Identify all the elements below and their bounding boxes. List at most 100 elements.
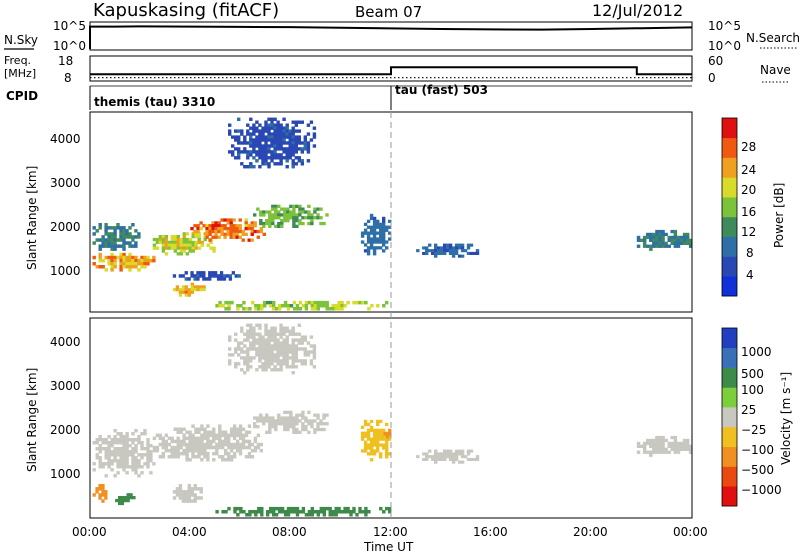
- velocity-cell: [224, 433, 228, 438]
- power-cell: [255, 144, 259, 148]
- velocity-cell: [252, 344, 256, 348]
- velocity-cell: [244, 430, 249, 434]
- velocity-cell: [203, 427, 207, 431]
- velocity-cell: [134, 456, 138, 460]
- power-cell: [277, 307, 282, 311]
- velocity-cell: [98, 450, 102, 454]
- power-cell: [297, 156, 301, 160]
- velocity-cell: [469, 449, 474, 453]
- velocity-cell: [366, 443, 371, 447]
- power-cell: [286, 307, 291, 311]
- power-cell: [261, 150, 265, 154]
- power-cell: [282, 132, 286, 136]
- power-cell: [184, 293, 188, 297]
- power-cell: [670, 229, 674, 234]
- power-cell: [670, 241, 674, 245]
- velocity-cell: [294, 332, 298, 336]
- power-cell: [313, 304, 317, 308]
- velocity-cell: [212, 445, 216, 450]
- power-cell: [328, 307, 332, 311]
- power-cell: [202, 285, 206, 289]
- velocity-cell: [119, 441, 123, 445]
- velocity-cell: [658, 435, 662, 440]
- velocity-cell: [167, 455, 171, 459]
- velocity-cell: [237, 341, 241, 345]
- power-cell: [238, 229, 242, 234]
- power-cell: [113, 265, 117, 269]
- power-cell: [179, 240, 183, 245]
- power-cell: [291, 162, 295, 166]
- power-cell: [279, 156, 283, 160]
- velocity-cell: [376, 434, 380, 438]
- power-cell: [104, 223, 108, 227]
- power-cell: [214, 229, 218, 234]
- velocity-cell: [279, 347, 283, 351]
- velocity-cell: [197, 439, 201, 444]
- power-cell: [181, 290, 186, 294]
- power-cell: [247, 227, 251, 231]
- power-cell: [285, 159, 289, 163]
- velocity-cell: [298, 430, 302, 434]
- power-cell: [231, 144, 235, 148]
- velocity-cell: [190, 493, 194, 497]
- x-axis-label: Time UT: [363, 540, 414, 554]
- velocity-cell: [264, 365, 268, 369]
- velocity-cell: [262, 416, 266, 420]
- power-cell: [286, 213, 290, 217]
- power-colorbar-swatch: [722, 177, 737, 198]
- power-cell: [280, 219, 284, 223]
- power-cell: [179, 252, 183, 256]
- power-cell: [279, 123, 283, 127]
- power-cell: [264, 135, 268, 139]
- velocity-cell: [291, 332, 295, 336]
- velocity-cell: [328, 513, 332, 517]
- velocity-cell: [206, 455, 210, 459]
- velocity-cell: [188, 445, 192, 450]
- power-cell: [176, 235, 180, 239]
- velocity-cell: [261, 341, 265, 345]
- velocity-cell: [301, 416, 305, 420]
- search-noise-label: N.Search: [746, 31, 800, 45]
- power-cell: [445, 249, 450, 253]
- velocity-cell: [676, 450, 681, 454]
- velocity-cell: [134, 447, 138, 451]
- velocity-cell: [268, 430, 272, 434]
- velocity-cell: [250, 455, 255, 459]
- power-cell: [228, 132, 232, 136]
- velocity-cell: [288, 356, 292, 360]
- velocity-cell: [104, 450, 108, 454]
- velocity-cell: [234, 362, 238, 366]
- power-cell: [98, 252, 102, 257]
- power-cell: [649, 238, 653, 242]
- velocity-cell: [367, 510, 371, 514]
- power-cell: [277, 204, 281, 208]
- power-cell: [146, 262, 150, 266]
- velocity-cell: [101, 484, 105, 488]
- velocity-cell: [258, 341, 262, 345]
- velocity-cell: [269, 510, 273, 514]
- velocity-cell: [258, 365, 262, 369]
- velocity-cell: [92, 493, 96, 497]
- velocity-cell: [670, 441, 674, 446]
- velocity-cell: [228, 353, 232, 357]
- velocity-cell: [181, 499, 186, 503]
- power-cell: [267, 165, 271, 169]
- velocity-cell: [228, 338, 232, 342]
- velocity-cell: [349, 510, 353, 514]
- power-cell: [107, 238, 111, 242]
- velocity-cell: [288, 329, 292, 333]
- velocity-cell: [303, 335, 307, 339]
- velocity-cell: [363, 443, 368, 447]
- velocity-cell: [92, 462, 96, 466]
- power-cell: [322, 300, 326, 305]
- power-cell: [256, 207, 260, 211]
- velocity-cell: [268, 427, 272, 432]
- power-cell: [276, 156, 280, 160]
- power-cell: [652, 232, 656, 237]
- velocity-cell: [286, 410, 290, 414]
- velocity-cell: [185, 436, 189, 441]
- power-cell: [249, 141, 253, 145]
- power-cell: [312, 144, 317, 148]
- power-cell: [261, 138, 265, 142]
- power-cell: [194, 243, 198, 247]
